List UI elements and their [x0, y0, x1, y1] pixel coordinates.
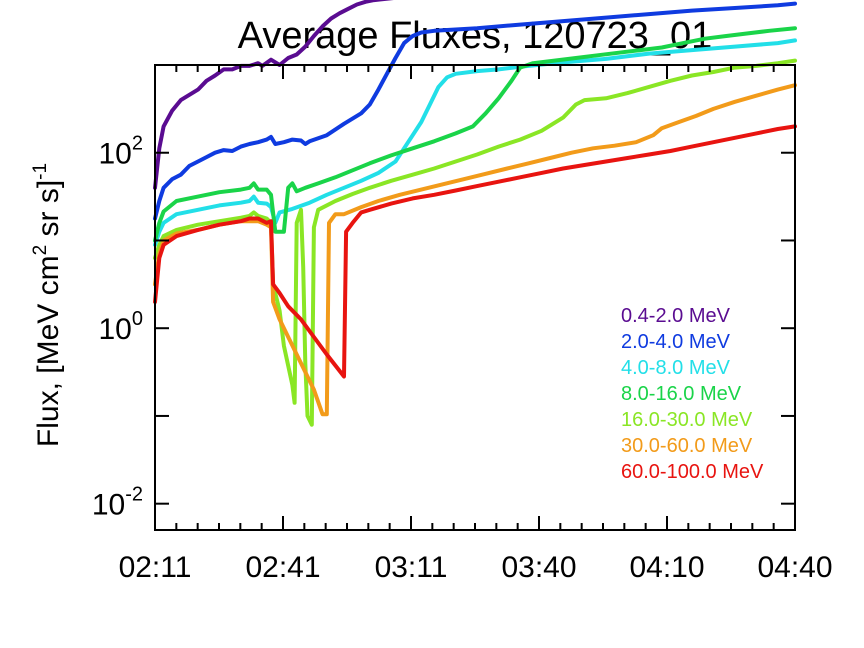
legend: 0.4-2.0 MeV 2.0-4.0 MeV 4.0-8.0 MeV 8.0-16.…: [621, 305, 764, 483]
y-tick-label: 100: [99, 308, 144, 346]
axes: 02:11 02:41 03:11 03:40 04:10 04:40 10-2 100 102…: [92, 64, 833, 584]
series-line-5: [153, 83, 797, 417]
x-tick-label: 03:11: [375, 551, 448, 584]
legend-entry-3: 8.0-16.0 MeV: [621, 383, 742, 405]
y-tick-label: 102: [99, 133, 144, 171]
legend-entry-2: 4.0-8.0 MeV: [621, 357, 731, 379]
x-tick-label: 02:11: [119, 551, 192, 584]
legend-entry-6: 60.0-100.0 MeV: [621, 461, 764, 483]
x-tick-label: 02:41: [245, 551, 320, 584]
legend-entry-5: 30.0-60.0 MeV: [621, 435, 753, 457]
series-line-3: [153, 26, 797, 243]
legend-entry-1: 2.0-4.0 MeV: [621, 331, 731, 353]
series-lines: [153, 0, 797, 427]
series-line-6: [153, 124, 797, 379]
x-tick-label: 04:40: [757, 551, 832, 584]
series-line-4: [153, 58, 797, 427]
y-axis-label: Flux, [MeV cm2 sr s]-1: [30, 163, 65, 447]
x-tick-label: 03:40: [501, 551, 576, 584]
legend-entry-0: 0.4-2.0 MeV: [621, 305, 731, 327]
series-line-0: [153, 0, 394, 190]
legend-entry-4: 16.0-30.0 MeV: [621, 409, 753, 431]
series-line-1: [153, 1, 797, 221]
y-tick-label: 10-2: [92, 484, 143, 522]
series-line-2: [153, 38, 797, 247]
x-tick-label: 04:10: [629, 551, 704, 584]
svg-text:Flux, [MeV cm2 sr s]-1: Flux, [MeV cm2 sr s]-1: [30, 163, 65, 447]
